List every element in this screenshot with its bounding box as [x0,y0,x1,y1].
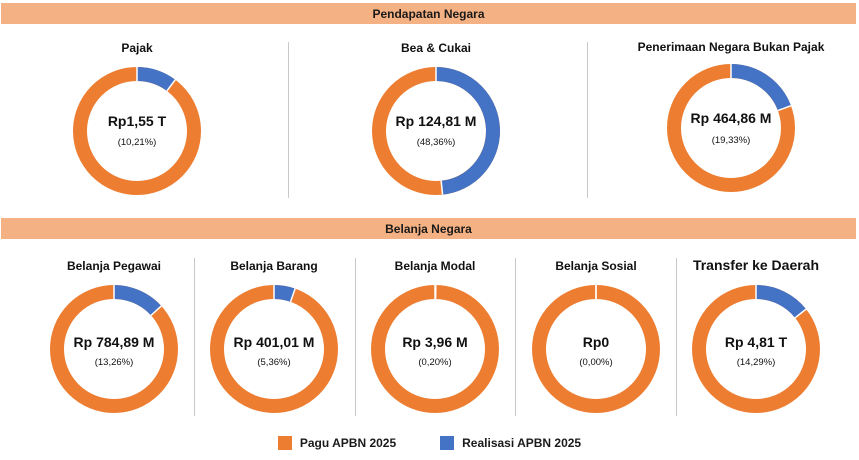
center-percent: (10,21%) [117,137,157,148]
slice-separator [166,79,176,92]
legend: Pagu APBN 2025 Realisasi APBN 2025 [0,436,859,450]
chart-title: Belanja Modal [394,259,476,273]
divider [355,258,356,416]
donut-chart [692,285,820,413]
divider [194,258,195,416]
chart-title: Belanja Pegawai [66,259,162,273]
divider [288,42,289,198]
donut-slice-pagu [73,67,201,195]
center-percent: (13,26%) [94,357,134,368]
center-percent: (14,29%) [736,357,776,368]
donut-chart [667,64,795,192]
legend-label: Realisasi APBN 2025 [462,436,582,450]
donut-chart [372,67,500,195]
chart-title: Bea & Cukai [400,41,472,55]
center-percent: (0,00%) [579,357,613,368]
slice-separator [440,180,444,195]
section-header-belanja: Belanja Negara [1,218,856,239]
center-percent: (48,36%) [416,137,456,148]
donut-card-belanja-pegawai: Belanja Pegawai Rp 784,89 M (13,26%) [34,252,194,417]
donut-chart [73,67,201,195]
section-header-pendapatan: Pendapatan Negara [1,3,856,24]
chart-title: Penerimaan Negara Bukan Pajak [637,40,825,54]
donut-card-pajak: Pajak Rp1,55 T (10,21%) [48,36,226,201]
donut-card-belanja-modal: Belanja Modal Rp 3,96 M (0,20%) [355,252,515,417]
divider [676,258,677,416]
slice-separator [289,288,296,303]
center-value: Rp 3,96 M [402,334,468,350]
chart-title: Belanja Barang [230,259,318,273]
donut-card-bea-cukai: Bea & Cukai Rp 124,81 M (48,36%) [347,36,525,201]
donut-card-transfer-ke-daerah: Transfer ke Daerah Rp 4,81 T (14,29%) [676,252,836,417]
chart-title: Pajak [121,41,153,55]
donut-chart [532,285,660,413]
center-percent: (5,36%) [257,357,291,368]
center-value: Rp 464,86 M [690,110,772,126]
legend-item-pagu: Pagu APBN 2025 [277,436,397,450]
center-percent: (0,20%) [418,357,452,368]
center-value: Rp 4,81 T [724,334,788,350]
legend-item-realisasi: Realisasi APBN 2025 [440,436,581,450]
slice-separator [777,104,792,112]
center-value: Rp1,55 T [107,113,167,129]
donut-chart [371,285,499,413]
chart-title: Belanja Sosial [555,259,637,273]
slice-separator [794,308,807,319]
divider [587,42,588,198]
legend-swatch-pagu [277,436,292,450]
legend-swatch-realisasi [440,436,455,450]
legend-label: Pagu APBN 2025 [299,436,397,450]
center-value: Rp 784,89 M [73,334,155,350]
donut-card-pnbp: Penerimaan Negara Bukan Pajak Rp 464,86 … [621,36,841,201]
center-percent: (19,33%) [711,135,751,146]
center-value: Rp0 [582,334,610,350]
donut-chart [210,285,338,413]
chart-title: Transfer ke Daerah [692,257,820,273]
center-value: Rp 124,81 M [395,113,477,129]
donut-card-belanja-barang: Belanja Barang Rp 401,01 M (5,36%) [194,252,354,417]
donut-card-belanja-sosial: Belanja Sosial Rp0 (0,00%) [516,252,676,417]
donut-chart [50,285,178,413]
slice-separator [150,305,162,316]
center-value: Rp 401,01 M [233,334,315,350]
divider [515,258,516,416]
